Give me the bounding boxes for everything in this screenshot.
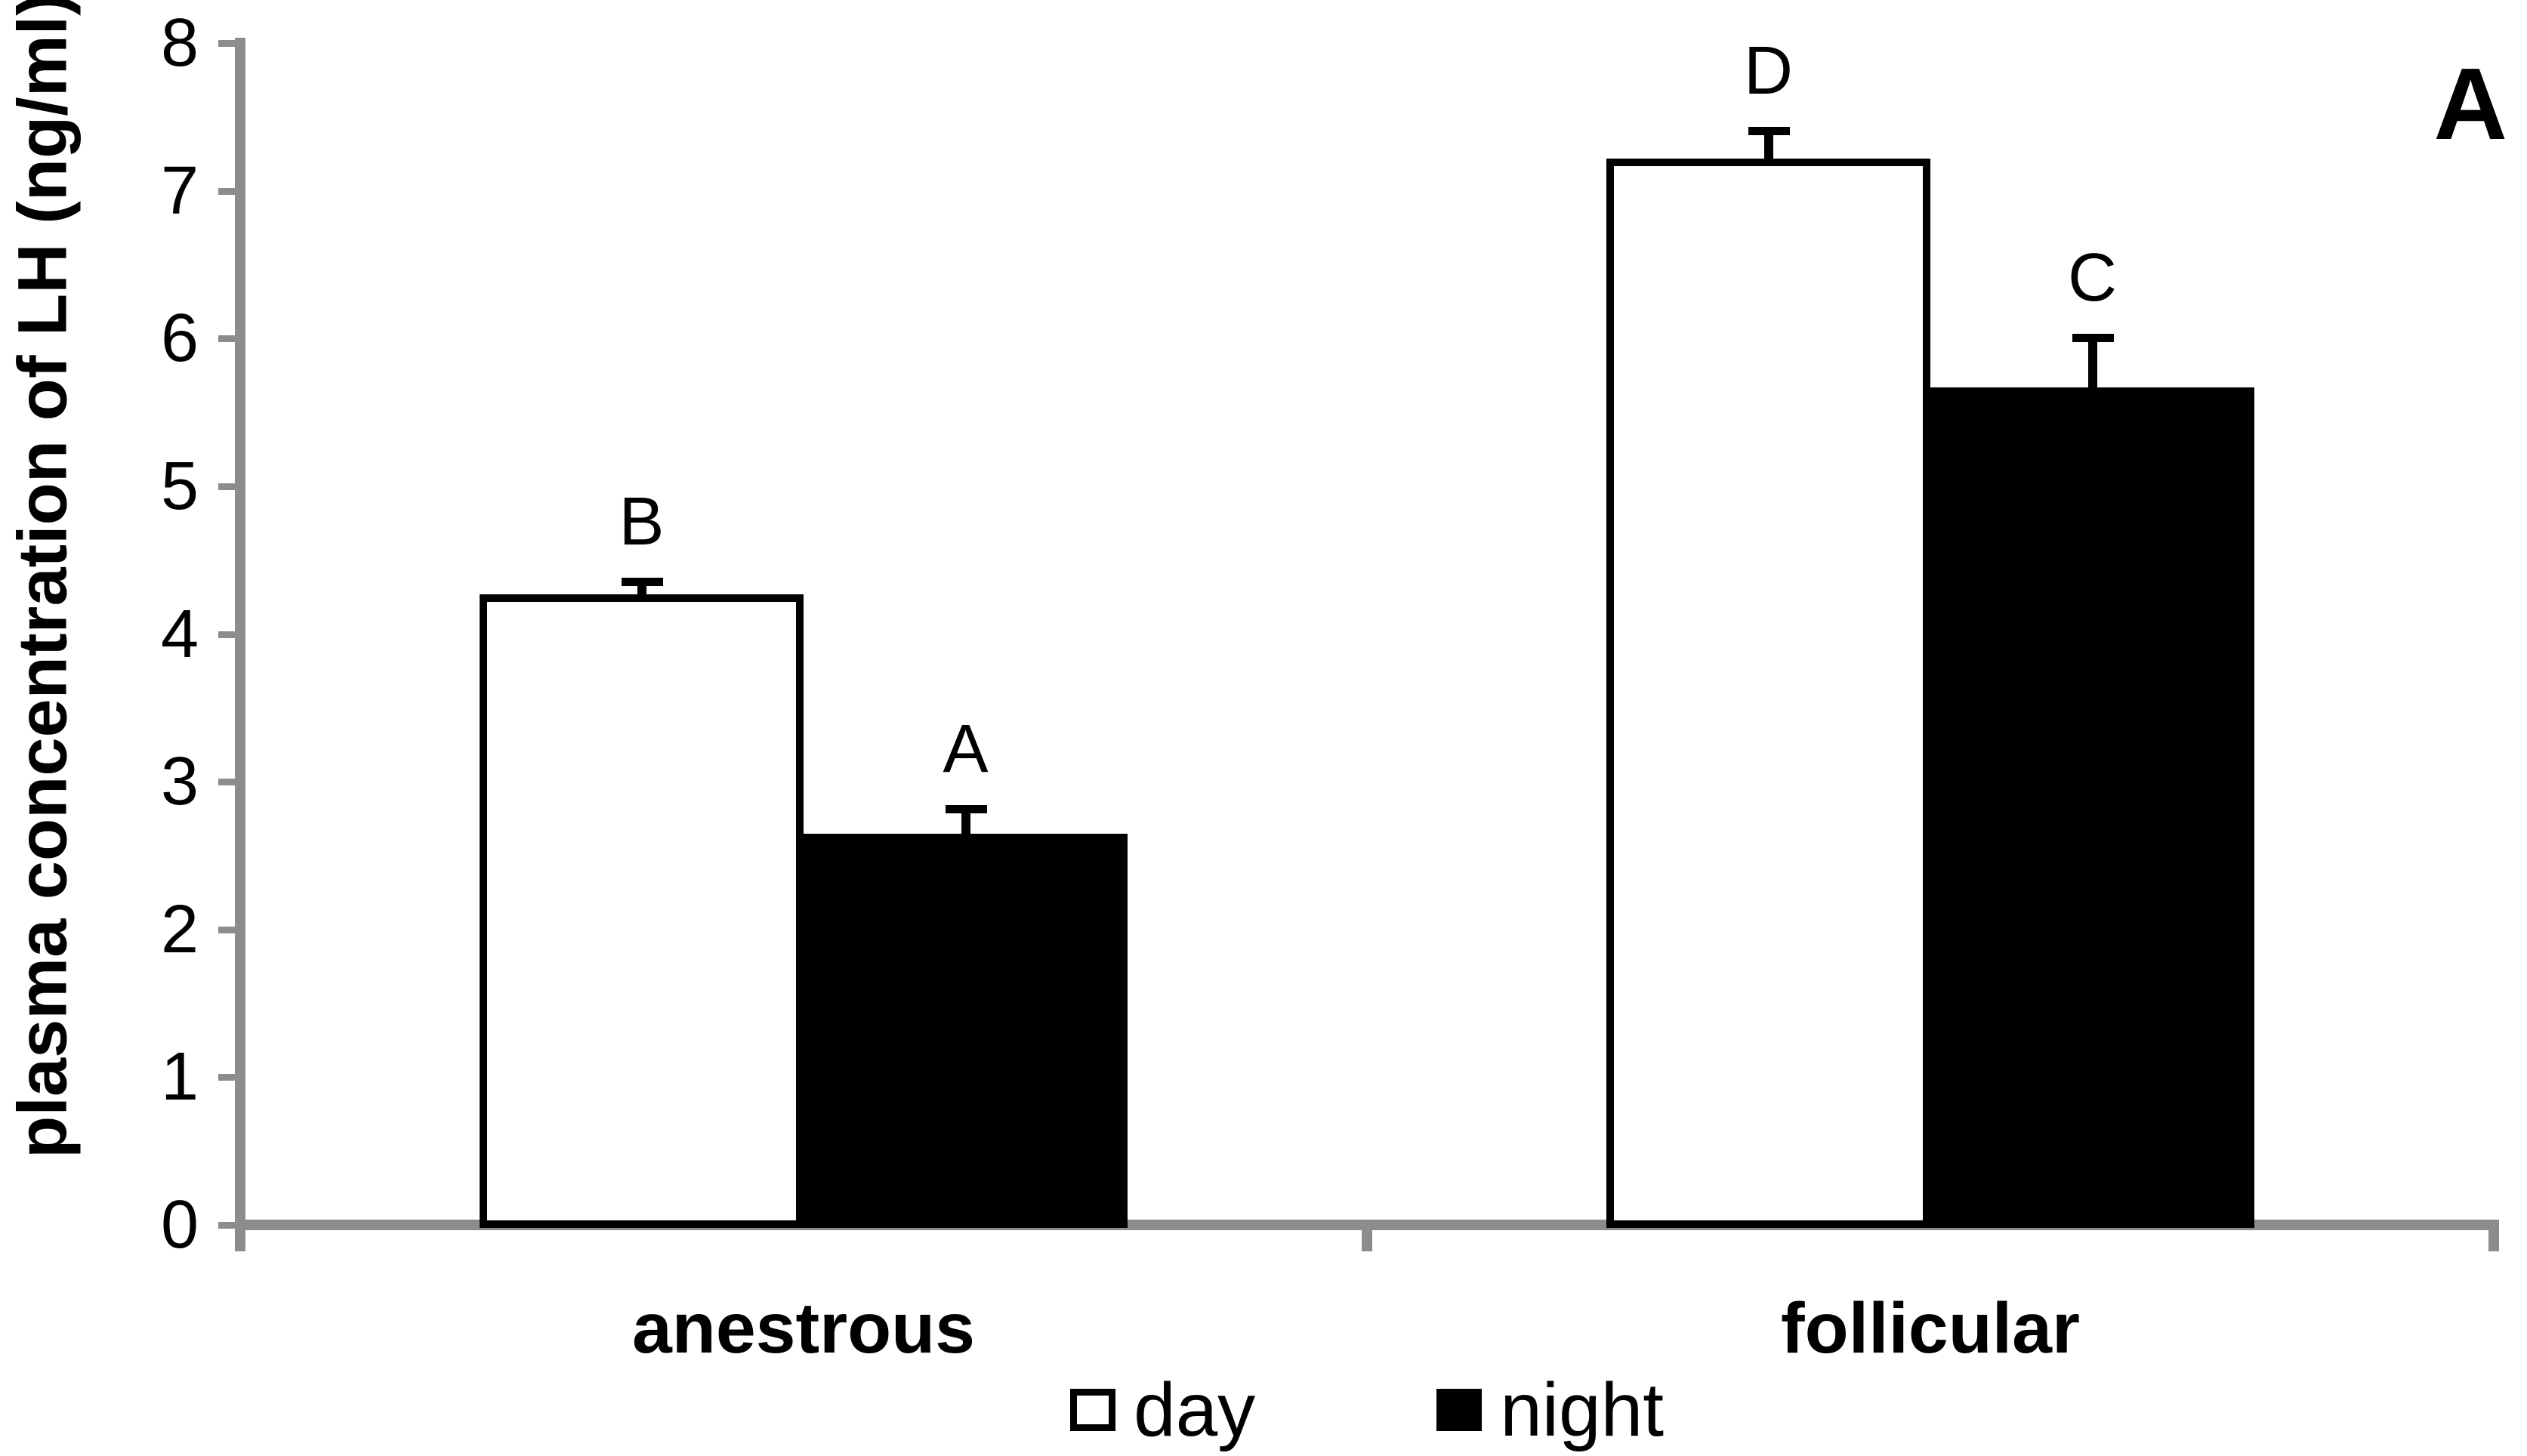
y-axis-tick-label: 5 xyxy=(160,448,199,524)
error-bar-stem-day-follicular xyxy=(1763,131,1773,165)
x-axis-boundary-tick xyxy=(2488,1225,2499,1251)
error-bar-stem-night-follicular xyxy=(2087,338,2097,393)
significance-letter-day-follicular: D xyxy=(1744,33,1793,110)
y-axis-tick xyxy=(218,926,240,933)
error-bar-stem-day-anestrous xyxy=(637,582,646,600)
y-axis-tick xyxy=(218,483,240,490)
error-bar-stem-night-anestrous xyxy=(961,810,970,840)
y-axis-line xyxy=(235,38,245,1251)
y-axis-tick-label: 8 xyxy=(160,5,199,81)
panel-label: A xyxy=(2433,47,2508,161)
legend-item-day: day xyxy=(1069,1368,1256,1452)
significance-letter-night-anestrous: A xyxy=(943,711,989,788)
x-axis-boundary-tick xyxy=(235,1225,245,1251)
x-axis-boundary-tick xyxy=(1362,1225,1372,1251)
x-category-label: anestrous xyxy=(631,1288,976,1368)
legend: day night xyxy=(240,1368,2494,1451)
significance-letter-night-follicular: C xyxy=(2068,240,2117,316)
y-axis-tick-label: 3 xyxy=(160,744,199,820)
legend-item-night: night xyxy=(1436,1368,1664,1451)
y-axis-tick xyxy=(218,40,240,47)
y-axis-tick xyxy=(218,335,240,343)
error-bar-cap-night-anestrous xyxy=(945,805,987,814)
y-axis-tick xyxy=(218,631,240,638)
legend-label-night: night xyxy=(1500,1368,1665,1452)
y-axis-tick-label: 0 xyxy=(160,1187,199,1263)
y-axis-tick-label: 2 xyxy=(160,891,199,967)
significance-letter-day-anestrous: B xyxy=(619,484,665,560)
error-bar-cap-day-anestrous xyxy=(621,578,663,587)
y-axis-tick xyxy=(218,187,240,195)
legend-swatch-night-icon xyxy=(1436,1389,1483,1431)
legend-label-day: day xyxy=(1133,1368,1256,1452)
legend-swatch-day-icon xyxy=(1069,1389,1115,1431)
y-axis-tick xyxy=(218,1222,240,1229)
y-axis-tick-label: 7 xyxy=(160,153,199,229)
bar-night-follicular xyxy=(1930,387,2254,1228)
y-axis-tick-label: 1 xyxy=(160,1039,199,1115)
bar-day-anestrous xyxy=(480,594,804,1228)
error-bar-cap-day-follicular xyxy=(1748,127,1790,136)
bar-night-anestrous xyxy=(804,833,1128,1228)
error-bar-cap-night-follicular xyxy=(2072,334,2114,343)
y-axis-tick xyxy=(218,1074,240,1081)
bar-day-follicular xyxy=(1606,158,1930,1228)
y-axis-tick xyxy=(218,779,240,786)
y-axis-tick-label: 4 xyxy=(160,596,199,672)
y-axis-tick-label: 6 xyxy=(160,301,199,377)
x-category-label: follicular xyxy=(1781,1288,2080,1368)
